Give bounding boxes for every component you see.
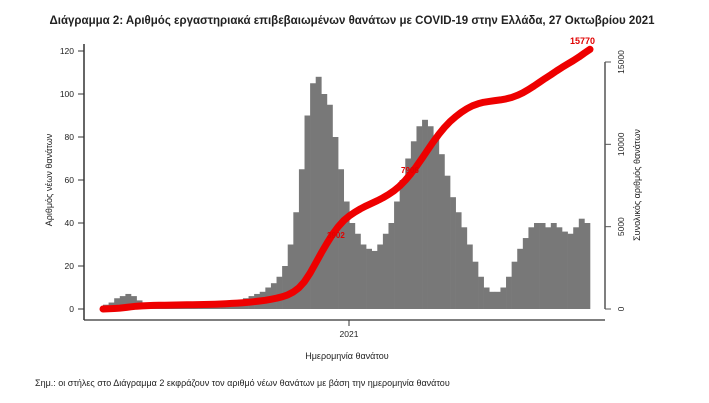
bar: [399, 180, 406, 309]
bar: [461, 227, 468, 309]
bar: [298, 169, 305, 309]
bar: [366, 248, 372, 309]
y2-tick-label: 0: [616, 306, 626, 311]
bar: [562, 231, 568, 309]
bar: [130, 296, 137, 309]
bar: [433, 137, 440, 309]
bar: [444, 175, 451, 309]
annotation-15770: 15770: [570, 36, 595, 46]
chart-title: Διάγραμμα 2: Αριθμός εργαστηριακά επιβεβ…: [49, 15, 655, 27]
bar: [382, 233, 389, 309]
bar: [450, 197, 456, 309]
bar: [119, 296, 126, 309]
y2-tick-label: 15000: [616, 50, 626, 74]
bar: [405, 158, 412, 309]
y-axis-label: Αριθμός νέων θανάτων: [44, 133, 54, 226]
y-ticks: 0 20 40 60 80 100 120: [60, 46, 84, 314]
bar: [522, 238, 529, 309]
x-tick-label-2021: 2021: [340, 329, 359, 339]
bar: [282, 266, 289, 309]
x-axis-label: Ημερομηνία θανάτου: [305, 351, 389, 361]
bar: [438, 154, 445, 309]
chart-note: Σημ.: οι στήλες στο Διάγραμμα 2 εκφράζου…: [35, 378, 450, 388]
y-tick-label: 0: [69, 304, 74, 314]
bar: [354, 233, 361, 309]
bar: [371, 250, 378, 309]
bar: [287, 244, 294, 309]
bar: [410, 141, 417, 309]
bar: [377, 244, 384, 309]
y-tick-label: 60: [65, 175, 75, 185]
bar: [422, 119, 428, 309]
y-tick-label: 80: [65, 132, 75, 142]
bar: [394, 201, 400, 309]
bar: [556, 227, 563, 309]
bar: [427, 126, 434, 309]
y-tick-label: 120: [60, 46, 74, 56]
bar: [494, 291, 501, 309]
bar: [528, 227, 535, 309]
bar: [304, 115, 311, 309]
bar: [349, 223, 356, 309]
bar: [338, 169, 345, 309]
bar: [534, 223, 540, 309]
annotation-3902: 3902: [327, 231, 345, 240]
bar: [539, 223, 546, 309]
bars-group: [103, 76, 591, 309]
y2-axis-label: Συνολικός αριθμός θανάτων: [632, 129, 642, 241]
y-tick-label: 100: [60, 89, 74, 99]
bar: [416, 126, 423, 309]
bar: [472, 261, 479, 309]
bar: [315, 76, 322, 309]
bar: [343, 201, 350, 309]
bar: [489, 291, 496, 309]
bar: [455, 212, 462, 309]
bar: [545, 227, 552, 309]
bar: [584, 223, 591, 309]
y-tick-label: 20: [65, 261, 75, 271]
bar: [332, 137, 339, 309]
bar: [511, 261, 518, 309]
bar: [114, 298, 121, 309]
bar: [506, 276, 512, 309]
y2-tick-label: 5000: [616, 217, 626, 236]
y-tick-label: 40: [65, 218, 75, 228]
y2-ticks: 0 5000 10000 15000: [605, 50, 626, 311]
bar: [326, 104, 333, 309]
y2-tick-label: 10000: [616, 132, 626, 156]
bar: [321, 94, 328, 309]
bar: [276, 276, 283, 309]
bar: [517, 248, 524, 309]
bar: [125, 293, 132, 309]
bar: [500, 287, 507, 309]
bar: [466, 244, 473, 309]
bar: [483, 287, 490, 309]
bar: [388, 223, 395, 309]
bar: [360, 244, 367, 309]
annotation-7906: 7906: [401, 166, 419, 175]
cumulative-deaths-line: [99, 45, 594, 313]
bar: [310, 83, 317, 309]
bar: [550, 223, 557, 309]
bar: [293, 212, 300, 309]
bar: [573, 227, 580, 309]
bar: [578, 218, 585, 309]
bar: [567, 233, 574, 309]
bar: [478, 276, 484, 309]
